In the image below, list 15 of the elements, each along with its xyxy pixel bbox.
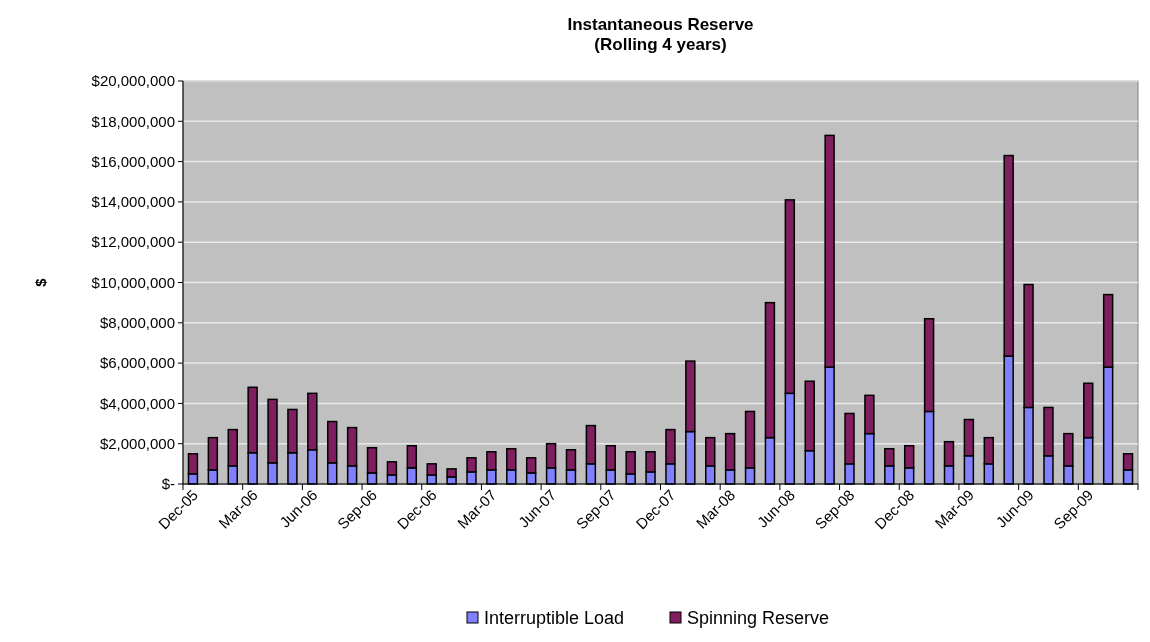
y-tick-label: $12,000,000 [91, 233, 175, 251]
y-tick-label: $2,000,000 [99, 434, 175, 452]
y-tick-label: $14,000,000 [91, 193, 175, 211]
legend-label: Spinning Reserve [687, 608, 830, 629]
legend-label: Interruptible Load [484, 608, 625, 629]
y-axis-title: $ [32, 277, 49, 287]
chart-title: Instantaneous Reserve (Rolling 4 years) [567, 15, 754, 54]
y-tick-label: $6,000,000 [99, 354, 175, 372]
y-tick-label: $- [161, 475, 175, 493]
y-tick-label: $10,000,000 [91, 273, 175, 291]
y-tick-label: $20,000,000 [91, 72, 175, 90]
y-tick-label: $4,000,000 [99, 394, 175, 412]
y-tick-label: $8,000,000 [99, 314, 175, 332]
y-tick-label: $16,000,000 [91, 152, 175, 170]
y-tick-label: $18,000,000 [91, 112, 175, 130]
